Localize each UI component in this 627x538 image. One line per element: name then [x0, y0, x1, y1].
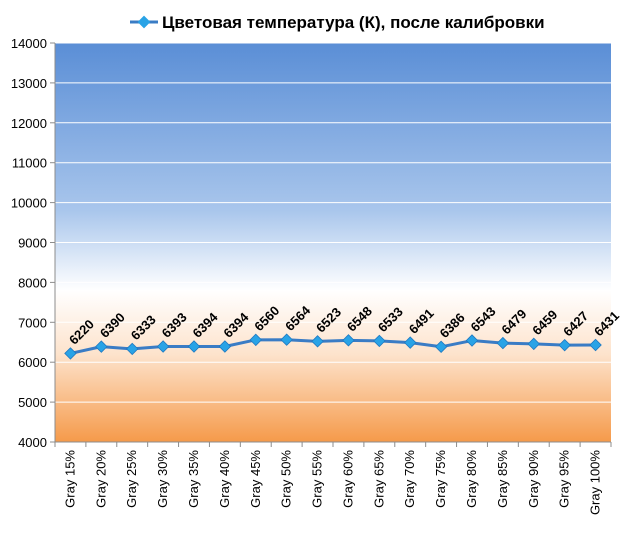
- y-tick-label: 14000: [11, 36, 47, 51]
- data-point-marker: [187, 340, 201, 353]
- legend-marker-swatch: [137, 15, 151, 29]
- data-point-marker: [95, 340, 108, 353]
- x-axis: Gray 15% Gray 20% Gray 25% Gray 30% Gray 35%…: [54, 441, 612, 515]
- y-tick-label: 8000: [18, 275, 47, 290]
- data-point-marker: [311, 335, 324, 348]
- gridlines: [55, 42, 611, 403]
- x-tick-label: Gray 60%: [340, 450, 355, 508]
- data-point-marker: [558, 338, 571, 352]
- y-tick-label: 5000: [18, 395, 47, 410]
- x-tick-label: Gray 35%: [186, 450, 201, 508]
- y-tick-label: 13000: [11, 76, 47, 91]
- data-point-marker: [434, 340, 448, 354]
- y-tick-label: 7000: [18, 315, 47, 330]
- data-point-marker: [527, 337, 541, 351]
- y-tick-label: 6000: [18, 355, 47, 370]
- y-tick-label: 11000: [12, 156, 47, 171]
- data-point-marker: [589, 338, 602, 352]
- x-tick-label: Gray 95%: [557, 450, 572, 508]
- y-tick-label: 9000: [18, 236, 47, 251]
- data-point-marker: [249, 333, 263, 347]
- data-point-marker: [218, 340, 232, 353]
- series-color-temperature: [64, 333, 602, 360]
- x-tick-label: Gray 30%: [155, 450, 170, 508]
- x-tick-label: Gray 20%: [93, 450, 108, 508]
- x-tick-label: Gray 75%: [433, 450, 448, 508]
- data-point-marker: [156, 340, 170, 353]
- x-tick-label: Gray 70%: [402, 450, 417, 508]
- x-tick-label: Gray 40%: [217, 450, 232, 508]
- data-point-marker: [342, 334, 355, 347]
- data-point-marker: [64, 347, 77, 360]
- legend-label: Цветовая температура (К), после калибров…: [162, 13, 545, 32]
- x-tick-label: Gray 25%: [124, 450, 139, 508]
- x-tick-label: Gray 80%: [464, 450, 479, 508]
- y-axis: 4000 5000 6000 7000 8000 9000 10000 11000 12000 1…: [11, 36, 56, 450]
- x-tick-label: Gray 55%: [310, 450, 325, 508]
- data-point-marker: [496, 336, 510, 350]
- x-tick-label: Gray 100%: [588, 450, 603, 515]
- x-tick-label: Gray 65%: [371, 450, 386, 508]
- y-tick-label: 10000: [11, 196, 47, 211]
- data-point-marker: [465, 334, 479, 347]
- x-tick-label: Gray 15%: [62, 450, 77, 508]
- x-tick-label: Gray 90%: [526, 450, 541, 508]
- x-tick-label: Gray 85%: [495, 450, 510, 508]
- x-tick-label: Gray 50%: [279, 450, 294, 508]
- legend: Цветовая температура (К), после калибров…: [130, 13, 545, 32]
- data-point-marker: [125, 342, 139, 356]
- data-point-marker: [280, 333, 293, 346]
- data-point-marker: [403, 336, 417, 349]
- x-tick-label: Gray 45%: [248, 450, 263, 508]
- y-tick-label: 4000: [18, 435, 47, 450]
- y-tick-label: 12000: [11, 116, 47, 131]
- data-point-marker: [373, 334, 386, 348]
